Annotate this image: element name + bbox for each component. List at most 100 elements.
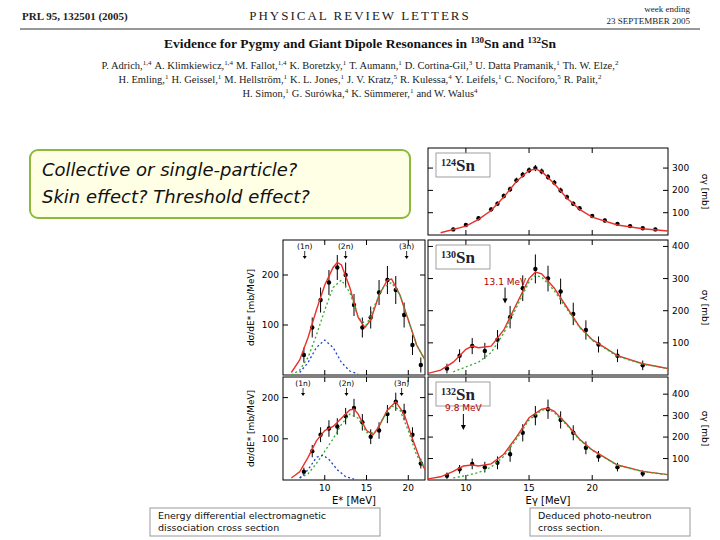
date: 23 SEPTEMBER 2005 — [606, 16, 690, 26]
caption-line: Deduced photo-neutron — [538, 510, 651, 521]
plot-frame — [428, 240, 668, 375]
plot-frame — [283, 240, 425, 375]
data-area — [291, 393, 425, 480]
y-tick-label: 200 — [672, 432, 689, 442]
channel-label: (2n) — [339, 379, 354, 388]
x-tick — [592, 370, 593, 375]
x-tick — [465, 148, 466, 153]
x-tick — [592, 475, 593, 480]
channel-label: (3n) — [399, 242, 414, 251]
x-tick — [529, 377, 530, 382]
element: Sn — [456, 156, 475, 175]
y-tick — [428, 190, 433, 191]
x-tick-label: 20 — [586, 483, 598, 493]
author-name: A. Klimkiewicz, — [154, 60, 224, 71]
y-tick — [420, 275, 425, 276]
x-tick — [465, 370, 466, 375]
y-tick — [428, 415, 433, 416]
author-affiliation: 1 — [343, 59, 347, 67]
element: Sn — [456, 248, 475, 267]
nucleus-label: 130Sn — [436, 245, 490, 269]
data-point — [558, 289, 562, 293]
y-tick — [663, 394, 668, 395]
x-tick — [366, 377, 367, 382]
channel-label: (1n) — [297, 242, 312, 251]
author-name: C. Nociforo, — [504, 74, 557, 85]
plot-frame — [428, 377, 668, 480]
author-affiliation: 2 — [615, 59, 619, 67]
author-affiliation: 1 — [556, 59, 560, 67]
author-line: H. Emling,1H. Geissel,1M. Hellström,1K. … — [119, 73, 602, 85]
y-axis-label: dσ/dE* [mb/MeV] — [246, 269, 256, 346]
y-tick-label: 200 — [262, 270, 279, 280]
author-name: H. Emling, — [119, 74, 165, 85]
author-affiliation: 5 — [557, 73, 561, 81]
author-affiliation: 1 — [285, 87, 289, 95]
author-line: P. Adrich,1,4A. Klimkiewicz,1,4M. Fallot… — [102, 59, 619, 71]
x-tick — [529, 370, 530, 375]
author-affiliation: 1 — [398, 59, 402, 67]
y-tick — [283, 325, 288, 326]
author-name: Th. W. Elze, — [563, 60, 615, 71]
x-tick — [465, 230, 466, 235]
plot-frame — [283, 377, 425, 480]
author-name: K. Boretzky, — [289, 60, 342, 71]
x-tick-label: 15 — [523, 483, 534, 493]
caption-line: dissociation cross section — [158, 522, 279, 533]
author-name: H. Simon, — [242, 88, 285, 99]
data-point — [410, 343, 414, 347]
x-tick — [592, 148, 593, 153]
x-tick-label: 10 — [319, 483, 331, 493]
caption-box — [530, 508, 690, 536]
x-tick — [366, 475, 367, 480]
y-tick-label: 100 — [262, 320, 279, 330]
curve — [428, 272, 668, 373]
x-tick — [592, 377, 593, 382]
x-tick — [529, 148, 530, 153]
data-point — [483, 349, 487, 353]
author-name: M. Hellström, — [224, 74, 283, 85]
channel-arrow-head — [303, 256, 307, 259]
author-name: and W. Walus — [416, 88, 474, 99]
data-area — [428, 254, 668, 373]
channel-arrow-head — [344, 256, 348, 259]
x-tick — [366, 240, 367, 245]
y-tick — [663, 458, 668, 459]
mass-number: 124 — [441, 157, 456, 168]
y-tick — [428, 310, 433, 311]
y-tick — [663, 415, 668, 416]
curve — [291, 280, 425, 375]
y-tick-label: 300 — [672, 411, 689, 421]
x-tick — [366, 370, 367, 375]
nucleus-label-text: 130Sn — [441, 248, 475, 267]
data-area — [428, 400, 668, 479]
y-tick — [663, 212, 668, 213]
author-affiliation: 1 — [410, 87, 414, 95]
title: Evidence for Pygmy and Giant Dipole Reso… — [164, 35, 557, 51]
author-affiliation: 1 — [284, 73, 288, 81]
x-tick-label: 15 — [361, 483, 372, 493]
author-affiliation: 1,4 — [224, 59, 233, 67]
author-name: T. Aumann, — [349, 60, 398, 71]
author-name: K. Sümmerer, — [351, 88, 410, 99]
x-tick-label: 20 — [403, 483, 415, 493]
y-tick-label: 400 — [672, 389, 689, 399]
y-tick — [428, 394, 433, 395]
chart: 101520100200(1n)(2n)(3n)dσ/dE* [mb/MeV]E… — [246, 377, 425, 506]
mass-number: 132 — [441, 386, 456, 397]
author-affiliation: 2 — [598, 73, 602, 81]
question-box — [30, 150, 410, 218]
chart: 100200300400130Sn13.1 MeVσγ [mb] — [428, 240, 710, 375]
author-affiliation: 4 — [345, 87, 349, 95]
author-name: P. Adrich, — [102, 60, 143, 71]
energy-marker-head — [461, 425, 466, 430]
curve — [453, 409, 668, 478]
y-tick-label: 100 — [672, 338, 689, 348]
x-tick-label: 10 — [460, 483, 472, 493]
title-part: Sn and — [484, 36, 528, 51]
y-tick — [663, 310, 668, 311]
author-line: H. Simon,1G. Surówka,4K. Sümmerer,1and W… — [242, 87, 478, 99]
x-tick — [408, 370, 409, 375]
curve — [441, 169, 668, 233]
caption-line: cross section. — [538, 522, 603, 533]
